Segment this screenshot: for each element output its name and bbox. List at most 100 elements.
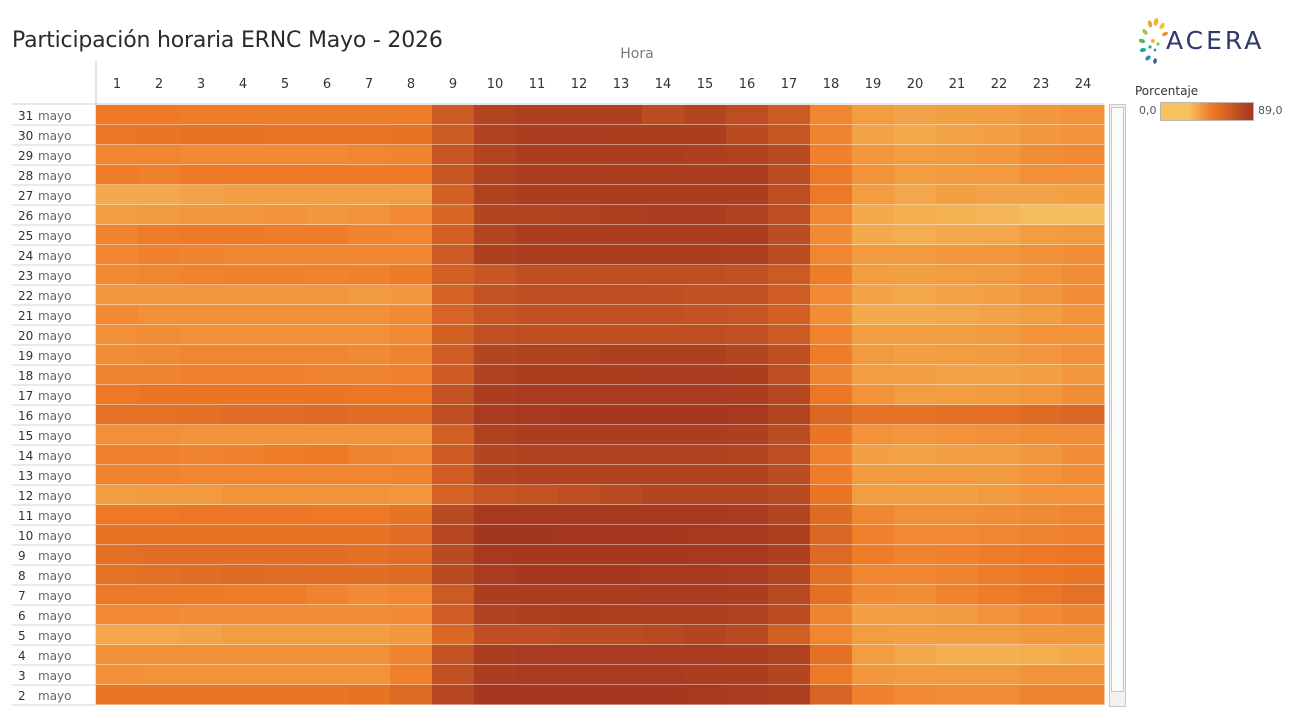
heatmap-cell <box>1020 605 1063 625</box>
heatmap-cell <box>222 645 265 665</box>
heatmap-cell <box>138 145 181 165</box>
heatmap-cell <box>558 365 601 385</box>
y-tick-month: mayo <box>38 409 72 423</box>
heatmap-cell <box>96 465 139 485</box>
x-tick-label: 17 <box>781 77 798 92</box>
heatmap-cell <box>1020 105 1063 125</box>
heatmap-cell <box>306 525 349 545</box>
heatmap-cell <box>264 645 307 665</box>
heatmap-cell <box>138 165 181 185</box>
heatmap-cell <box>516 565 559 585</box>
x-tick-label: 8 <box>407 77 415 92</box>
heatmap-cell <box>726 365 769 385</box>
heatmap-cell <box>516 325 559 345</box>
heatmap-cell <box>138 465 181 485</box>
x-tick-label: 19 <box>865 77 882 92</box>
vertical-scrollbar[interactable] <box>1109 104 1126 707</box>
heatmap-cell <box>138 325 181 345</box>
x-tick-label: 24 <box>1075 77 1092 92</box>
heatmap-cell <box>1062 345 1105 365</box>
heatmap-cell <box>390 605 433 625</box>
heatmap-cell <box>894 465 937 485</box>
heatmap-cell <box>726 565 769 585</box>
heatmap-cell <box>768 285 811 305</box>
heatmap-cell <box>726 685 769 705</box>
scrollbar-thumb[interactable] <box>1111 107 1124 692</box>
heatmap-cell <box>1020 625 1063 645</box>
heatmap-cell <box>306 665 349 685</box>
heatmap-cell <box>222 385 265 405</box>
heatmap-cell <box>768 585 811 605</box>
heatmap-cell <box>726 165 769 185</box>
y-tick-day: 9 <box>18 549 26 563</box>
heatmap-cell <box>768 505 811 525</box>
heatmap-cell <box>432 145 475 165</box>
heatmap-cell <box>180 105 223 125</box>
y-tick-day: 24 <box>18 249 33 263</box>
heatmap-cell <box>726 145 769 165</box>
heatmap-cell <box>852 525 895 545</box>
heatmap-cell <box>810 465 853 485</box>
heatmap-cell <box>558 565 601 585</box>
heatmap-cell <box>222 685 265 705</box>
heatmap-cell <box>600 625 643 645</box>
heatmap-cell <box>390 265 433 285</box>
heatmap-cell <box>810 445 853 465</box>
heatmap-cell <box>180 285 223 305</box>
heatmap-cell <box>264 465 307 485</box>
heatmap-cell <box>978 225 1021 245</box>
heatmap-cell <box>432 165 475 185</box>
y-tick-month: mayo <box>38 509 72 523</box>
heatmap-cell <box>1062 285 1105 305</box>
heatmap-cell <box>264 665 307 685</box>
heatmap-cell <box>1020 565 1063 585</box>
heatmap-cell <box>642 485 685 505</box>
heatmap-cell <box>684 245 727 265</box>
x-tick-label: 23 <box>1033 77 1050 92</box>
heatmap-cell <box>810 505 853 525</box>
heatmap-cell <box>768 465 811 485</box>
heatmap-cell <box>978 585 1021 605</box>
heatmap-cell <box>222 285 265 305</box>
heatmap-cell <box>474 325 517 345</box>
heatmap-cell <box>936 245 979 265</box>
heatmap-cell <box>1020 405 1063 425</box>
heatmap-cell <box>978 165 1021 185</box>
heatmap-cell <box>432 265 475 285</box>
y-tick-month: mayo <box>38 449 72 463</box>
heatmap-cell <box>222 125 265 145</box>
heatmap-cell <box>348 405 391 425</box>
heatmap-cell <box>96 265 139 285</box>
heatmap-cell <box>684 585 727 605</box>
y-tick-month: mayo <box>38 109 72 123</box>
heatmap-cell <box>390 285 433 305</box>
heatmap-cell <box>726 545 769 565</box>
heatmap-cell <box>1020 445 1063 465</box>
heatmap-cell <box>306 585 349 605</box>
heatmap-cell <box>978 285 1021 305</box>
heatmap-cell <box>642 125 685 145</box>
heatmap-cell <box>1020 505 1063 525</box>
heatmap-cell <box>516 305 559 325</box>
heatmap-cell <box>1020 225 1063 245</box>
y-tick-day: 26 <box>18 209 33 223</box>
heatmap-cell <box>138 645 181 665</box>
heatmap-cell <box>810 605 853 625</box>
y-tick-day: 27 <box>18 189 33 203</box>
heatmap-cell <box>306 405 349 425</box>
heatmap-cell <box>1062 205 1105 225</box>
heatmap-cell <box>852 225 895 245</box>
heatmap-cell <box>936 625 979 645</box>
heatmap-cell <box>306 625 349 645</box>
heatmap-cell <box>516 185 559 205</box>
heatmap-cell <box>432 605 475 625</box>
heatmap-cell <box>642 325 685 345</box>
heatmap-cell <box>348 145 391 165</box>
heatmap-cell <box>180 165 223 185</box>
heatmap-cell <box>138 425 181 445</box>
heatmap-cell <box>558 125 601 145</box>
heatmap-cell <box>978 205 1021 225</box>
heatmap-cell <box>1062 645 1105 665</box>
heatmap-cell <box>726 625 769 645</box>
heatmap-cell <box>852 685 895 705</box>
